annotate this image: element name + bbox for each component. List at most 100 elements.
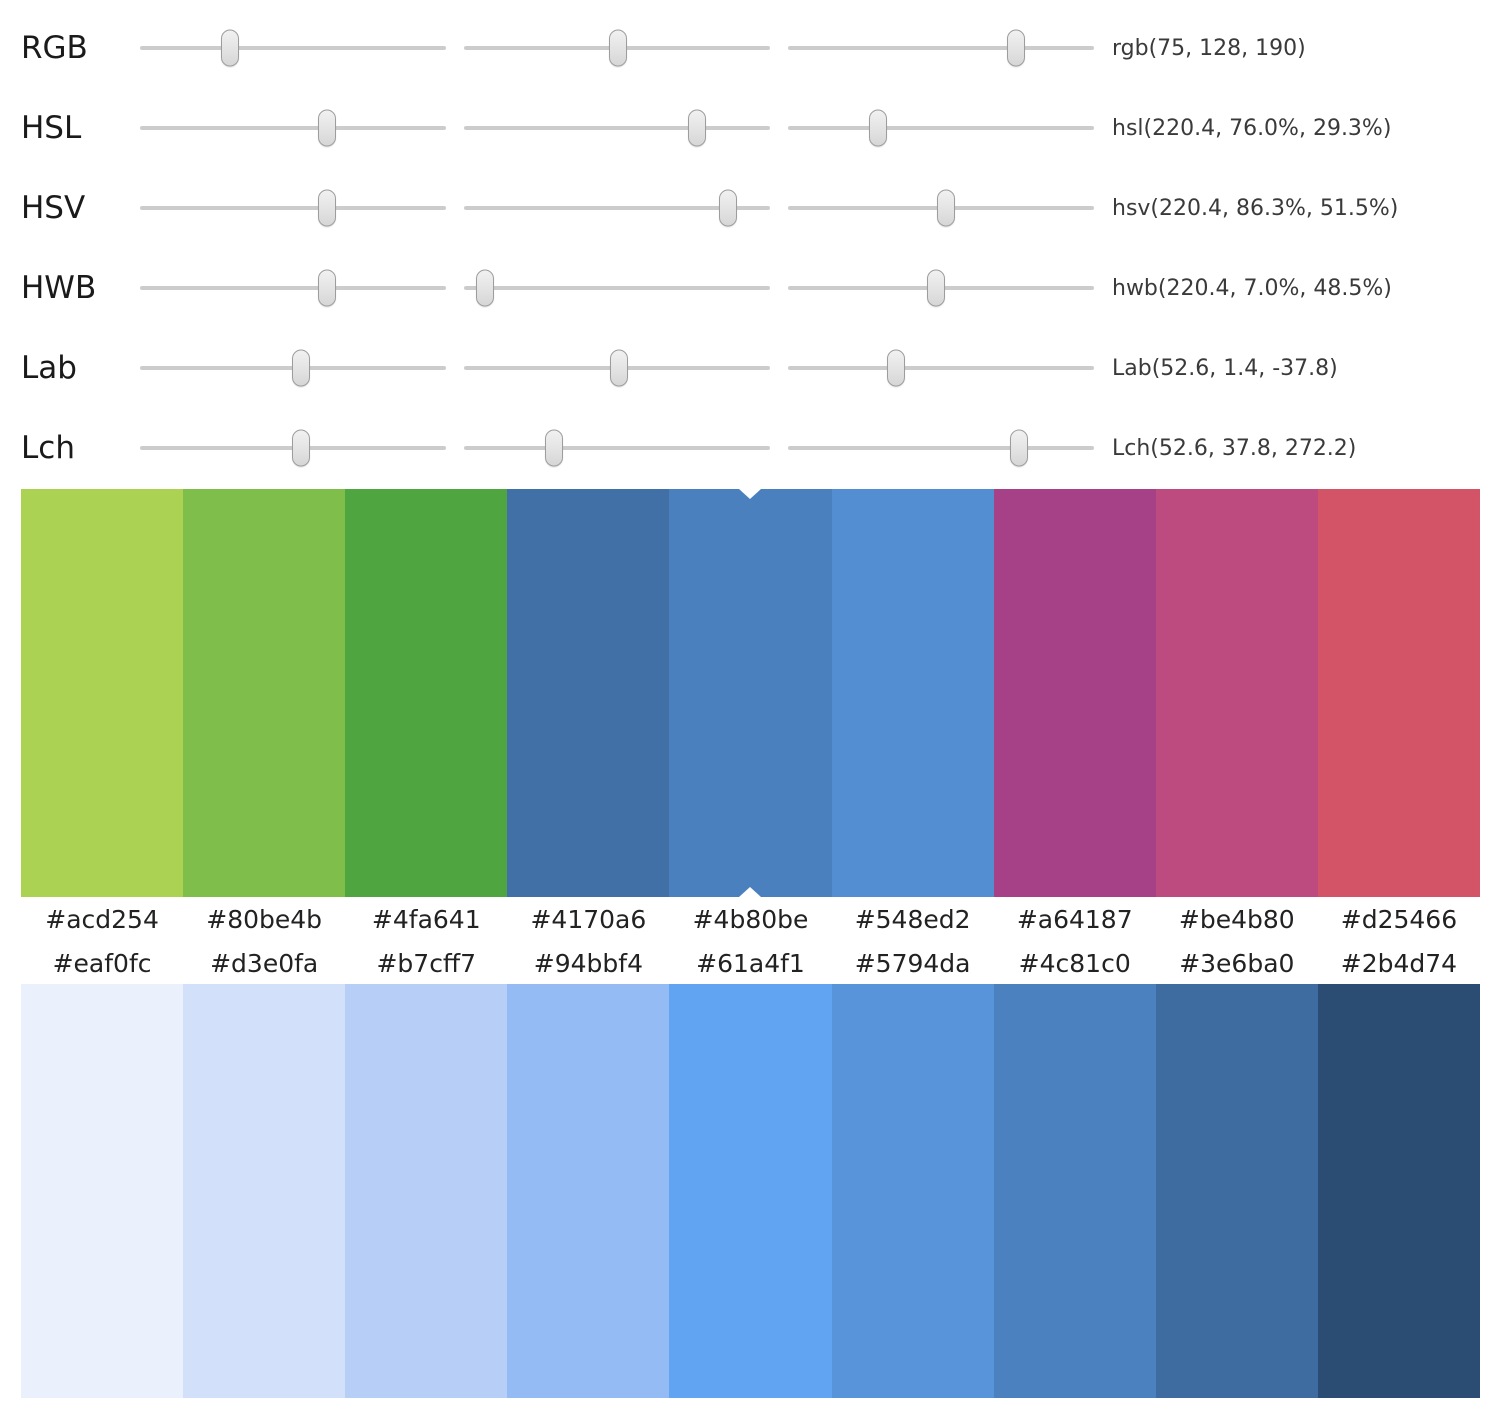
palette-swatch[interactable]	[507, 984, 670, 1398]
rgb-label: RGB	[21, 30, 88, 66]
hsv-saturation-slider-track[interactable]	[464, 206, 770, 210]
tint-palette-labels: #eaf0fc #d3e0fa #b7cff7 #94bbf4 #61a4f1 #5794…	[21, 942, 1480, 984]
hsv-saturation-slider-thumb[interactable]	[719, 189, 738, 227]
blue-slider-thumb[interactable]	[1006, 29, 1025, 67]
hsv-saturation-slider[interactable]	[464, 186, 770, 230]
palette-swatch[interactable]	[1155, 984, 1318, 1398]
hwb-whiteness-slider-thumb[interactable]	[476, 269, 495, 307]
hsv-value-slider-thumb[interactable]	[936, 189, 955, 227]
green-slider-thumb[interactable]	[608, 29, 627, 67]
red-slider-track[interactable]	[140, 46, 446, 50]
lch-hue-slider-thumb[interactable]	[1010, 429, 1029, 467]
palette-swatch[interactable]	[1317, 984, 1480, 1398]
lab-b-slider[interactable]	[788, 346, 1094, 390]
hsl-lightness-slider-track[interactable]	[788, 126, 1094, 130]
palette-swatch[interactable]	[21, 489, 184, 897]
hwb-hue-slider-track[interactable]	[140, 286, 446, 290]
hsv-value-label: hsv(220.4, 86.3%, 51.5%)	[1112, 195, 1399, 221]
slider-row-hsv: HSV hsv(220.4, 86.3%, 51.5%)	[21, 168, 1501, 248]
swatch-hex-label: #2b4d74	[1340, 948, 1458, 978]
blue-slider-track[interactable]	[788, 46, 1094, 50]
swatch-hex-label: #80be4b	[206, 905, 323, 934]
lch-lightness-slider[interactable]	[140, 426, 446, 470]
hwb-hue-slider[interactable]	[140, 266, 446, 310]
slider-row-hwb: HWB hwb(220.4, 7.0%, 48.5%)	[21, 248, 1501, 328]
lab-lightness-slider-thumb[interactable]	[291, 349, 310, 387]
hsl-lightness-slider-thumb[interactable]	[868, 109, 887, 147]
palette-swatch[interactable]	[1317, 489, 1480, 897]
hwb-blackness-slider[interactable]	[788, 266, 1094, 310]
hsl-saturation-slider-track[interactable]	[464, 126, 770, 130]
green-slider[interactable]	[464, 26, 770, 70]
lab-b-slider-thumb[interactable]	[886, 349, 905, 387]
lch-hue-slider-track[interactable]	[788, 446, 1094, 450]
hsv-hue-slider-thumb[interactable]	[318, 189, 337, 227]
hsl-label: HSL	[21, 110, 82, 146]
palette-swatch[interactable]	[183, 984, 346, 1398]
hsl-lightness-slider[interactable]	[788, 106, 1094, 150]
swatch-hex-label: #94bbf4	[533, 948, 643, 978]
slider-row-lch: Lch Lch(52.6, 37.8, 272.2)	[21, 408, 1501, 488]
palette-swatch[interactable]	[345, 984, 508, 1398]
lab-value-label: Lab(52.6, 1.4, -37.8)	[1112, 355, 1338, 381]
hsl-hue-slider-thumb[interactable]	[318, 109, 337, 147]
hwb-label: HWB	[21, 270, 97, 306]
red-slider-thumb[interactable]	[220, 29, 239, 67]
palette-swatch[interactable]	[21, 984, 184, 1398]
swatch-hex-label: #d25466	[1340, 905, 1458, 934]
hsv-label: HSV	[21, 190, 86, 226]
swatch-hex-label: #eaf0fc	[52, 948, 152, 978]
hsv-hue-slider[interactable]	[140, 186, 446, 230]
tint-palette	[21, 984, 1480, 1398]
hwb-whiteness-slider-track[interactable]	[464, 286, 770, 290]
lch-chroma-slider-track[interactable]	[464, 446, 770, 450]
palette-swatch[interactable]	[183, 489, 346, 897]
lch-value-label: Lch(52.6, 37.8, 272.2)	[1112, 435, 1357, 461]
swatch-hex-label: #61a4f1	[696, 948, 805, 978]
palette-swatch[interactable]	[1155, 489, 1318, 897]
hsv-value-slider[interactable]	[788, 186, 1094, 230]
hsl-value-label: hsl(220.4, 76.0%, 29.3%)	[1112, 115, 1392, 141]
swatch-hex-label: #acd254	[45, 905, 159, 934]
palette-swatch[interactable]	[831, 984, 994, 1398]
slider-row-lab: Lab Lab(52.6, 1.4, -37.8)	[21, 328, 1501, 408]
lab-a-slider-thumb[interactable]	[609, 349, 628, 387]
palette-swatch[interactable]	[669, 984, 832, 1398]
hwb-whiteness-slider[interactable]	[464, 266, 770, 310]
lch-chroma-slider[interactable]	[464, 426, 770, 470]
rgb-value-label: rgb(75, 128, 190)	[1112, 35, 1306, 61]
lch-hue-slider[interactable]	[788, 426, 1094, 470]
swatch-hex-label: #b7cff7	[376, 948, 477, 978]
lab-a-slider[interactable]	[464, 346, 770, 390]
slider-section: RGB rgb(75, 128, 190) HSL	[0, 0, 1501, 489]
red-slider[interactable]	[140, 26, 446, 70]
palette-swatch[interactable]	[507, 489, 670, 897]
palette-swatch[interactable]	[993, 489, 1156, 897]
swatch-hex-label: #5794da	[854, 948, 971, 978]
hwb-blackness-slider-thumb[interactable]	[927, 269, 946, 307]
swatch-hex-label: #4c81c0	[1018, 948, 1131, 978]
swatch-hex-label: #4170a6	[530, 905, 647, 934]
hsv-hue-slider-track[interactable]	[140, 206, 446, 210]
hsl-hue-slider-track[interactable]	[140, 126, 446, 130]
hsl-saturation-slider[interactable]	[464, 106, 770, 150]
lch-lightness-slider-thumb[interactable]	[291, 429, 310, 467]
hsl-saturation-slider-thumb[interactable]	[687, 109, 706, 147]
palette-swatch[interactable]	[345, 489, 508, 897]
slider-row-hsl: HSL hsl(220.4, 76.0%, 29.3%)	[21, 88, 1501, 168]
hwb-hue-slider-thumb[interactable]	[318, 269, 337, 307]
lch-label: Lch	[21, 430, 75, 466]
hsl-hue-slider[interactable]	[140, 106, 446, 150]
blue-slider[interactable]	[788, 26, 1094, 70]
palette-swatch[interactable]	[993, 984, 1156, 1398]
lch-chroma-slider-thumb[interactable]	[545, 429, 564, 467]
swatch-hex-label: #548ed2	[854, 905, 971, 934]
palette-swatch[interactable]	[831, 489, 994, 897]
lab-b-slider-track[interactable]	[788, 366, 1094, 370]
palette-swatch-selected[interactable]	[669, 489, 832, 897]
lab-lightness-slider[interactable]	[140, 346, 446, 390]
hwb-value-label: hwb(220.4, 7.0%, 48.5%)	[1112, 275, 1392, 301]
slider-row-rgb: RGB rgb(75, 128, 190)	[21, 8, 1501, 88]
swatch-hex-label: #4b80be	[692, 905, 809, 934]
